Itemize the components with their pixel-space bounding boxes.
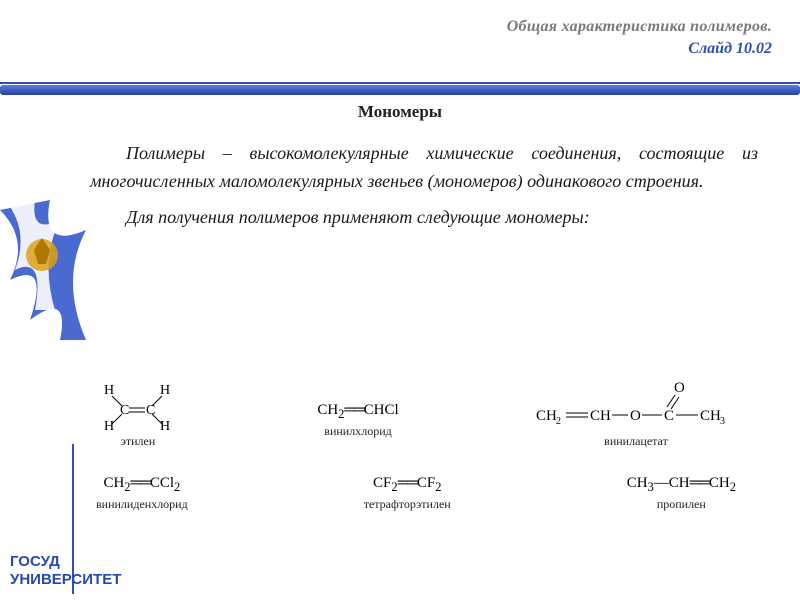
- svg-text:H: H: [104, 419, 114, 432]
- svg-text:CH: CH: [700, 408, 721, 424]
- slide-number: Слайд 10.02: [28, 40, 772, 58]
- header-title: Общая характеристика полимеров.: [28, 18, 772, 36]
- caption-vinylacetate: винилацетат: [536, 434, 736, 449]
- svg-text:CH: CH: [536, 408, 557, 424]
- caption-tetrafluoroethylene: тетрафторэтилен: [364, 497, 451, 512]
- svg-text:C: C: [664, 408, 674, 424]
- caption-vinylidenechloride: винилиденхлорид: [96, 497, 188, 512]
- formula-tetrafluoroethylene: CF2══CF2 тетрафторэтилен: [364, 475, 451, 512]
- formula-vinylidenechloride: CH2══CCl2 винилиденхлорид: [96, 475, 188, 512]
- svg-text:H: H: [160, 383, 170, 398]
- svg-text:O: O: [630, 408, 641, 424]
- formula-row-1: HH CC HH этилен CH2══CHCl винилхлорид: [96, 380, 736, 449]
- svg-text:3: 3: [720, 416, 725, 427]
- formula-row-2: CH2══CCl2 винилиденхлорид CF2══CF2 тетра…: [96, 475, 736, 512]
- formula-propylene: CH3―CH══CH2 пропилен: [627, 475, 736, 512]
- org-line2: УНИВЕРСИТЕТ: [10, 571, 121, 590]
- slide-header: Общая характеристика полимеров. Слайд 10…: [0, 0, 800, 64]
- org-label: ГОСУД УНИВЕРСИТЕТ: [10, 553, 121, 591]
- divider-bar: [0, 74, 800, 96]
- svg-text:H: H: [160, 419, 170, 432]
- formula-ethylene: HH CC HH этилен: [96, 380, 180, 449]
- caption-vinylchloride: винилхлорид: [317, 424, 398, 439]
- svg-text:2: 2: [556, 416, 561, 427]
- svg-text:H: H: [104, 383, 114, 398]
- svg-text:O: O: [674, 380, 685, 396]
- caption-propylene: пропилен: [627, 497, 736, 512]
- svg-text:CH: CH: [590, 408, 611, 424]
- paragraph-lead: Для получения полимеров применяют следую…: [90, 204, 758, 232]
- paragraph-definition: Полимеры – высокомолекулярные химические…: [90, 140, 758, 196]
- org-line1: ГОСУД: [10, 553, 121, 572]
- monomer-formulas: HH CC HH этилен CH2══CHCl винилхлорид: [96, 380, 736, 538]
- slide-subtitle: Мономеры: [0, 102, 800, 122]
- formula-vinylacetate: O CH2 CH O C CH3 винилацетат: [536, 380, 736, 449]
- body-text: Полимеры – высокомолекулярные химические…: [0, 122, 800, 244]
- formula-vinylchloride: CH2══CHCl винилхлорид: [317, 380, 398, 449]
- caption-ethylene: этилен: [96, 434, 180, 449]
